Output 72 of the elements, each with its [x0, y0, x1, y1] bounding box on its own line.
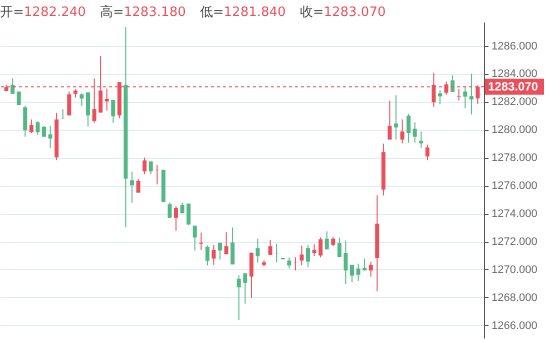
candlestick: [142, 157, 147, 175]
y-tick-label: 1272.000: [492, 236, 538, 248]
candlestick: [174, 206, 178, 232]
candlestick: [463, 86, 468, 109]
candlestick: [23, 105, 28, 138]
candlestick: [10, 78, 15, 94]
text: 低=1281.840: [200, 5, 286, 20]
candlestick: [48, 125, 52, 148]
text: 开=1282.240: [0, 5, 86, 20]
y-tick-label: 1280.000: [492, 124, 538, 136]
text: 收=1283.070: [300, 5, 386, 20]
candlestick: [388, 100, 392, 140]
y-tick-label: 1274.000: [492, 208, 538, 220]
y-tick-label: 1268.000: [492, 292, 538, 304]
candlestick: [230, 227, 235, 265]
candlestick: [130, 171, 134, 204]
candlestick: [42, 125, 46, 138]
y-tick-label: 1278.000: [492, 152, 538, 164]
candlestick: [29, 118, 34, 134]
candlestick: [324, 230, 329, 250]
candlestick: [168, 202, 172, 218]
candlestick: [274, 243, 279, 263]
candlestick: [318, 236, 323, 258]
candlestick: [212, 244, 216, 266]
candlestick: [111, 99, 116, 124]
candlestick: [344, 240, 348, 285]
candlestick: [148, 160, 153, 175]
candlestick: [331, 236, 336, 247]
candlestick: [368, 261, 373, 278]
candlestick: [67, 90, 72, 116]
candlestick: [136, 178, 140, 194]
candlestick: [419, 130, 424, 148]
y-tick-label: 1266.000: [492, 320, 538, 332]
candlestick: [236, 274, 241, 321]
candlestick: [356, 263, 360, 282]
candlestick: [312, 244, 316, 257]
y-tick-label: 1270.000: [492, 264, 538, 276]
candlestick: [218, 242, 222, 260]
candlestick: [469, 73, 474, 115]
candlestick: [243, 272, 248, 304]
candlestick: [199, 232, 204, 250]
candlestick: [362, 258, 367, 271]
candlestick: [337, 237, 342, 258]
candlestick: [268, 239, 272, 256]
candlestick: [80, 92, 84, 107]
y-tick-label: 1284.000: [492, 68, 538, 80]
candlestick: [306, 244, 310, 268]
y-tick-label: 1286.000: [492, 40, 538, 52]
candlestick: [192, 225, 197, 251]
candlestick: [249, 252, 254, 299]
candlestick: [406, 113, 411, 144]
candlestick: [104, 88, 109, 112]
candlestick: [300, 245, 304, 266]
candlestick: [293, 256, 298, 271]
candlestick: [438, 90, 442, 105]
text: 高=1283.180: [100, 5, 186, 20]
candlestick: [36, 120, 40, 136]
ref-line-label: 1283.070: [488, 80, 538, 94]
candlestick: [256, 238, 260, 264]
candlestick: [224, 232, 228, 255]
candlestick: [394, 94, 398, 140]
candlestick: [425, 144, 430, 161]
candlestick: [287, 256, 292, 270]
candlestick: [205, 245, 210, 266]
y-tick-label: 1276.000: [492, 180, 538, 192]
candlestick: [86, 92, 90, 128]
candlestick: [400, 118, 404, 144]
candlestick: [186, 203, 191, 226]
candlestick: [180, 202, 184, 214]
candlestick: [412, 122, 417, 144]
candlestick: [350, 264, 354, 283]
y-tick-label: 1282.000: [492, 96, 538, 108]
